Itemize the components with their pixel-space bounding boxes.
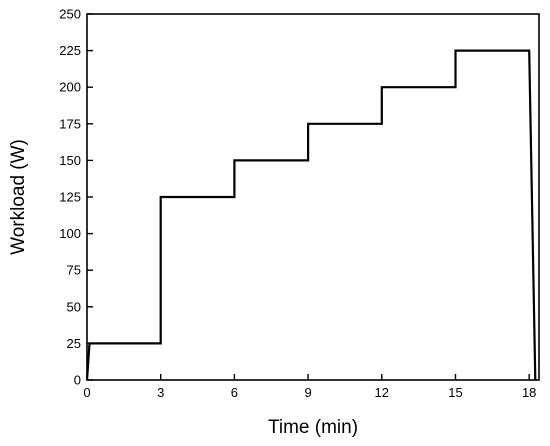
y-tick-label: 125: [59, 190, 81, 205]
plot-area: 0 3 6 9 12 15 18 0 25 50 75 100 125 150 175 200 225 250: [59, 7, 540, 400]
workload-series-line: [85, 49, 537, 381]
plot-frame: [86, 13, 540, 381]
y-tick-label: 75: [67, 263, 81, 278]
x-tick-label: 6: [231, 385, 238, 400]
x-tick-label: 9: [304, 385, 311, 400]
y-tick-label: 175: [59, 116, 81, 131]
x-tick-label: 0: [83, 385, 90, 400]
y-tick-label: 25: [67, 336, 81, 351]
x-axis-title: Time (min): [268, 417, 358, 438]
x-tick-label: 12: [375, 385, 389, 400]
y-tick-label: 0: [74, 373, 81, 388]
y-axis-title: Workload (W): [8, 139, 29, 255]
x-tick-label: 3: [157, 385, 164, 400]
y-tick-label: 100: [59, 226, 81, 241]
y-tick-label: 250: [59, 7, 81, 22]
y-tick-label: 200: [59, 80, 81, 95]
x-axis-ticks: 0 3 6 9 12 15 18: [83, 374, 536, 400]
y-tick-label: 50: [67, 299, 81, 314]
y-tick-label: 150: [59, 153, 81, 168]
y-axis-ticks: 0 25 50 75 100 125 150 175 200 225 250: [59, 7, 93, 388]
y-tick-label: 225: [59, 43, 81, 58]
x-tick-label: 15: [448, 385, 462, 400]
x-tick-label: 18: [522, 385, 536, 400]
